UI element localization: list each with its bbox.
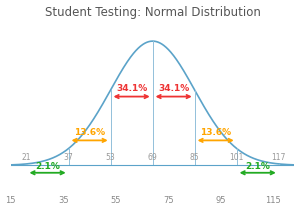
Text: 13.6%: 13.6%	[74, 128, 105, 137]
Text: 85: 85	[190, 153, 200, 162]
Text: 37: 37	[64, 153, 74, 162]
Text: 2.1%: 2.1%	[35, 162, 60, 171]
Text: 69: 69	[148, 153, 158, 162]
Text: 21: 21	[22, 153, 31, 162]
Text: 117: 117	[272, 153, 286, 162]
Text: 13.6%: 13.6%	[200, 128, 231, 137]
Title: Student Testing: Normal Distribution: Student Testing: Normal Distribution	[45, 5, 261, 19]
Text: 101: 101	[230, 153, 244, 162]
Text: 2.1%: 2.1%	[245, 162, 270, 171]
Text: 34.1%: 34.1%	[158, 84, 189, 93]
Text: 53: 53	[106, 153, 116, 162]
Text: 34.1%: 34.1%	[116, 84, 147, 93]
